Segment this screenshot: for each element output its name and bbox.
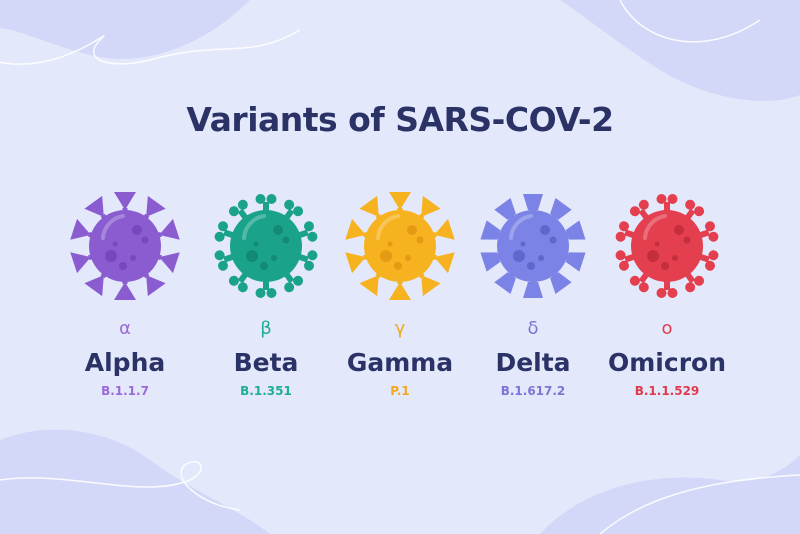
variant-greek-letter: ο (661, 318, 673, 339)
variant-alpha: α Alpha B.1.1.7 (50, 186, 200, 416)
variant-name: Delta (495, 348, 571, 377)
variant-omicron: ο Omicron B.1.1.529 (592, 186, 742, 416)
virus-gamma-icon (345, 192, 455, 300)
variant-name: Beta (233, 348, 299, 377)
variant-name: Gamma (346, 348, 454, 377)
variant-lineage-code: B.1.351 (240, 384, 292, 398)
variant-lineage-code: B.1.617.2 (500, 384, 566, 398)
variant-name: Alpha (84, 348, 166, 377)
variant-name: Omicron (608, 348, 726, 377)
virus-beta-icon (214, 194, 318, 298)
variant-lineage-code: B.1.1.7 (101, 384, 149, 398)
variant-greek-letter: δ (527, 318, 539, 339)
variant-delta: δ Delta B.1.617.2 (458, 186, 608, 416)
variant-greek-letter: β (260, 318, 272, 339)
virus-delta-icon (480, 194, 586, 298)
virus-omicron-icon (615, 194, 719, 298)
variant-greek-letter: α (119, 318, 131, 339)
variant-lineage-code: P.1 (390, 384, 410, 398)
variant-beta: β Beta B.1.351 (191, 186, 341, 416)
variant-lineage-code: B.1.1.529 (634, 384, 700, 398)
variant-greek-letter: γ (394, 318, 406, 339)
variant-gamma: γ Gamma P.1 (325, 186, 475, 416)
virus-alpha-icon (70, 192, 180, 300)
page-title: Variants of SARS-COV-2 (186, 100, 614, 139)
